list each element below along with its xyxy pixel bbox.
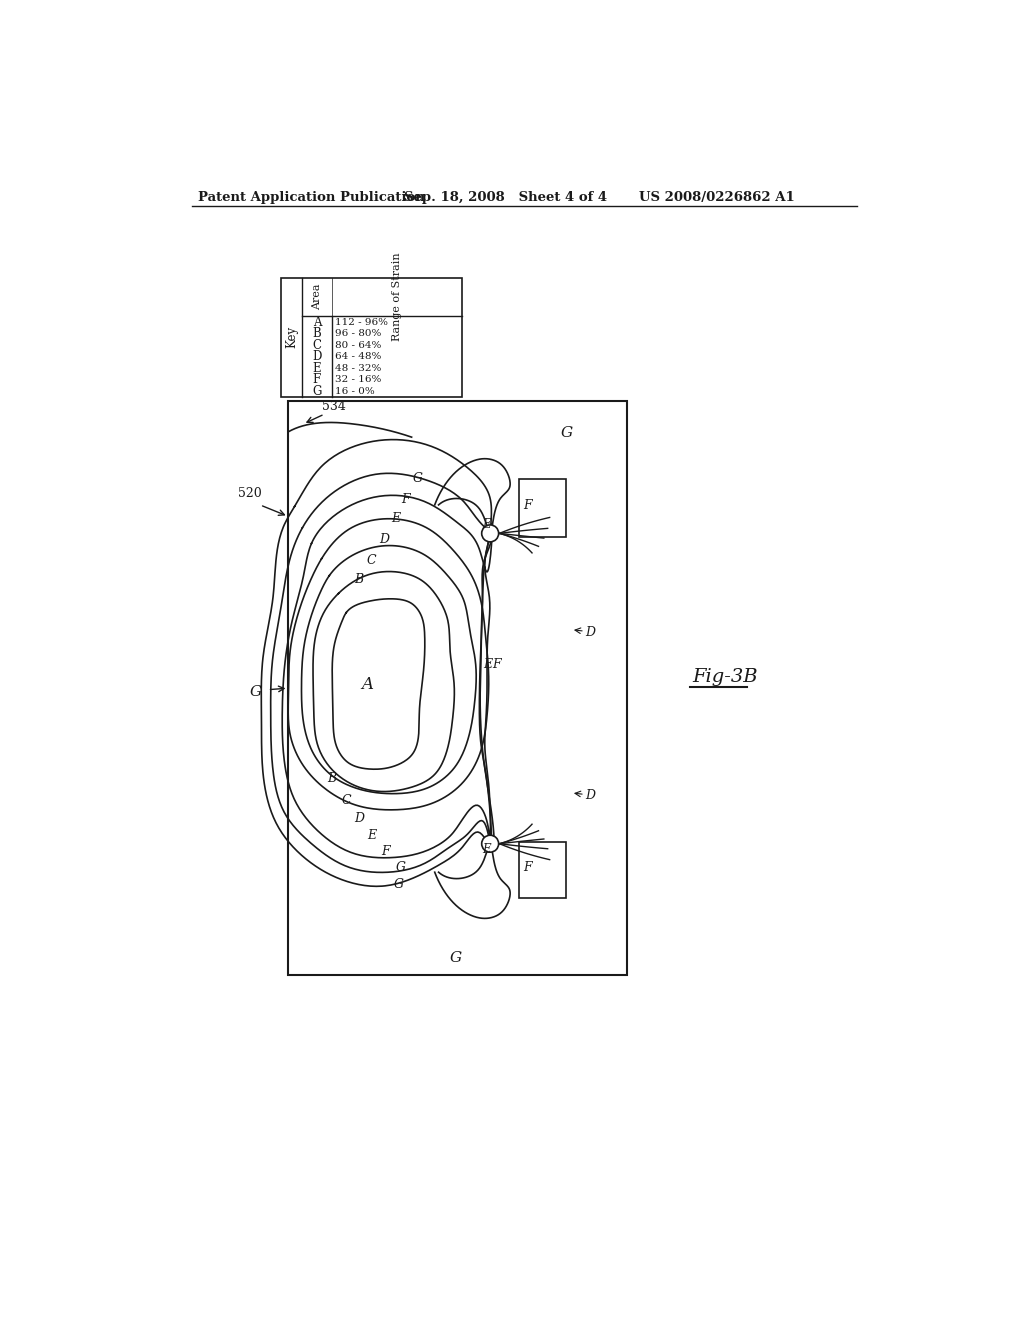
Text: C: C [367, 554, 377, 568]
Text: Fig-3B: Fig-3B [692, 668, 759, 686]
Bar [281, 277, 462, 397]
Text: C: C [312, 339, 322, 351]
Bar [519, 842, 565, 898]
Text: G: G [250, 685, 262, 698]
Text: Patent Application Publication: Patent Application Publication [199, 191, 425, 203]
Text: 534: 534 [322, 400, 345, 413]
Bar [519, 479, 565, 537]
Text: Range of Strain: Range of Strain [391, 252, 401, 342]
Text: D: D [585, 626, 595, 639]
Text: E: E [391, 512, 400, 525]
Text: 96 - 80%: 96 - 80% [335, 329, 381, 338]
Text: G: G [312, 385, 322, 397]
Circle shape [481, 836, 499, 853]
Bar [289, 401, 628, 974]
Text: F: F [381, 845, 389, 858]
Text: E: E [483, 659, 493, 671]
Text: G: G [394, 878, 403, 891]
Text: F: F [523, 861, 531, 874]
Text: A: A [312, 315, 322, 329]
Text: D: D [312, 350, 322, 363]
Text: A: A [361, 676, 374, 693]
Text: G: G [396, 861, 407, 874]
Text: 80 - 64%: 80 - 64% [335, 341, 381, 350]
Text: E: E [312, 362, 322, 375]
Text: Key: Key [285, 326, 298, 348]
Text: Sep. 18, 2008   Sheet 4 of 4: Sep. 18, 2008 Sheet 4 of 4 [403, 191, 607, 203]
Text: E: E [367, 829, 376, 842]
Text: B: B [354, 573, 362, 586]
Text: 112 - 96%: 112 - 96% [335, 318, 388, 326]
Text: 520: 520 [239, 487, 262, 500]
Text: US 2008/0226862 A1: US 2008/0226862 A1 [639, 191, 795, 203]
Text: E: E [481, 843, 490, 855]
Text: 48 - 32%: 48 - 32% [335, 364, 381, 372]
Text: F: F [312, 374, 322, 387]
Text: C: C [342, 793, 351, 807]
Text: G: G [451, 950, 462, 965]
Text: 16 - 0%: 16 - 0% [335, 387, 375, 396]
Text: F: F [401, 492, 411, 506]
Text: D: D [585, 789, 595, 803]
Text: Area: Area [312, 284, 322, 310]
Text: 32 - 16%: 32 - 16% [335, 375, 381, 384]
Text: G: G [560, 426, 572, 440]
Text: D: D [379, 533, 389, 546]
Text: E: E [481, 517, 490, 531]
Text: F: F [523, 499, 531, 512]
Text: B: B [312, 327, 322, 341]
Text: 64 - 48%: 64 - 48% [335, 352, 381, 362]
Text: G: G [413, 471, 423, 484]
Text: F: F [493, 659, 501, 671]
Circle shape [481, 525, 499, 543]
Text: D: D [354, 812, 365, 825]
Text: B: B [328, 772, 337, 785]
